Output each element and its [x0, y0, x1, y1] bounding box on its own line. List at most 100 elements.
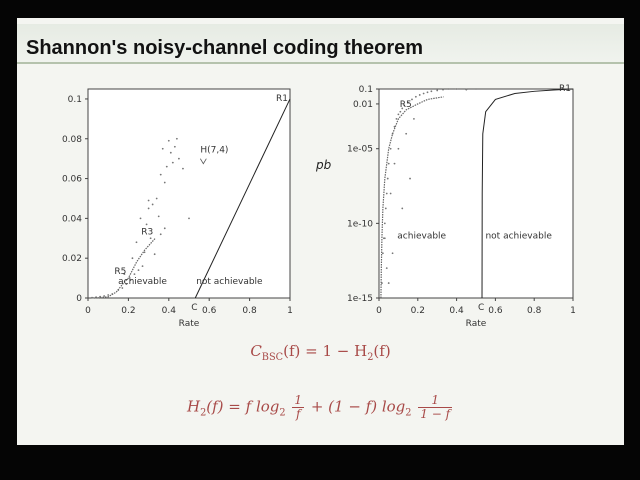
chart-left-scatter-point [155, 197, 158, 200]
entropy-num2: 1 [431, 393, 439, 407]
chart-right-scatter-point [385, 267, 388, 270]
chart-left-scatter-point [107, 294, 110, 296]
chart-right-scatter-point [426, 91, 429, 94]
chart-left-scatter-point [159, 233, 162, 236]
chart-right-scatter-point [475, 88, 477, 90]
chart-right-scatter-point [397, 113, 400, 116]
chart-right-scatter-point [383, 237, 386, 240]
chart-left-xlabel: Rate [179, 319, 200, 329]
entropy-mid2: + (1 − f) log [306, 397, 406, 416]
title-rule [17, 62, 624, 64]
chart-right-scatter-point [389, 147, 392, 150]
chart-left-scatter-point [147, 207, 150, 210]
chart-left-xtick-label: 0.6 [202, 306, 217, 316]
title-bar: Shannon's noisy-channel coding theorem [17, 24, 624, 62]
chart-right-scatter-point [385, 192, 388, 195]
capacity-lhs: C [250, 342, 262, 360]
chart-left-point-label: R5 [114, 267, 126, 277]
chart-right-scatter-point [436, 89, 439, 92]
chart-left-region-label: not achievable [196, 277, 263, 287]
chart-left-scatter-point [169, 151, 172, 154]
chart-left-scatter-point [188, 217, 190, 220]
chart-left-scatter-point [133, 273, 136, 276]
entropy-den2: 1 − f [418, 407, 453, 422]
chart-right-scatter-point [403, 104, 406, 107]
chart-left-scatter-point [135, 241, 138, 244]
chart-right-shannon-limit-line [481, 88, 574, 299]
chart-left-scatter-point [163, 181, 166, 184]
chart-left-scatter-point [137, 269, 140, 272]
chart-right-scatter-point [387, 162, 390, 165]
chart-left-scatter-point [157, 215, 160, 218]
chart-right-ylabel: pb [315, 158, 332, 172]
chart-left-xtick-label: 0.8 [242, 306, 257, 316]
chart-right-xtick-label: 0.8 [527, 306, 542, 316]
chart-right-xtick-label: 0 [376, 306, 382, 316]
chart-right-scatter-point [442, 88, 444, 91]
chart-left-scatter-point [178, 157, 180, 160]
chart-right-scatter-point [411, 98, 413, 101]
chart-right-xtick-label: 0.2 [411, 306, 425, 316]
slide: Shannon's noisy-channel coding theorem 0… [17, 18, 624, 445]
chart-left-scatter-point [153, 253, 156, 256]
chart-right-scatter-point [401, 207, 404, 210]
chart-left-point-label: R1 [276, 94, 288, 104]
chart-left-scatter-point [147, 199, 150, 202]
chart-right-point-label: R5 [400, 100, 412, 110]
chart-left-ytick-label: 0.06 [62, 175, 82, 185]
entropy-mid1: (f) = f log [206, 397, 280, 416]
chart-right-scatter-point [401, 107, 404, 110]
chart-right-scatter-point [393, 162, 396, 165]
entropy-den1: f [292, 407, 305, 421]
chart-left-scatter-point [173, 145, 176, 148]
chart-right-scatter-point [414, 95, 417, 98]
chart-left-xtick-label: 0.2 [121, 306, 135, 316]
chart-left-capacity-label: C [191, 303, 197, 313]
chart-right-scatter-point [409, 177, 411, 180]
chart-left-repetition-curve [90, 237, 156, 299]
chart-left-xtick-label: 0.4 [162, 306, 177, 316]
chart-right-scatter-point [413, 117, 415, 120]
chart-left-scatter-point [159, 173, 162, 176]
chart-right-region-label: not achievable [485, 231, 552, 241]
chart-right-xlabel: Rate [466, 319, 487, 329]
entropy-sub3: 2 [405, 407, 412, 419]
chart-left-scatter-point [163, 227, 166, 230]
chart-left-scatter-point [103, 295, 106, 297]
chart-linear-error-vs-rate: 0 0.2 0.4 0.6 0.8 100.020.040.060.080.1RateCR… [62, 84, 576, 329]
chart-left-scatter-point [149, 237, 152, 240]
chart-right-ytick-label: 1e-05 [347, 145, 373, 155]
chart-right-scatter-point [418, 94, 421, 96]
chart-right-xtick-label: 0.6 [488, 306, 503, 316]
chart-left-ytick-label: 0 [76, 294, 82, 304]
chart-left-ytick-label: 0.08 [62, 135, 82, 145]
chart-right-scatter-point [447, 88, 450, 90]
chart-right-capacity-label: C [478, 303, 484, 313]
chart-left-scatter-point [139, 217, 142, 220]
chart-left-scatter-point [131, 257, 134, 260]
capacity-end: (f) [373, 342, 391, 360]
chart-right-ytick-label: 1e-10 [347, 219, 373, 229]
capacity-rest: (f) = 1 − H [283, 342, 368, 360]
chart-right-scatter-point [381, 252, 384, 255]
chart-left-scatter-point [123, 273, 126, 276]
chart-right-scatter-point [465, 88, 468, 91]
capacity-sub: BSC [261, 352, 284, 363]
chart-right-scatter-point [422, 92, 425, 95]
chart-right-xtick-label: 1 [570, 306, 576, 316]
chart-left-scatter-point [129, 279, 132, 281]
entropy-lhs: H [186, 397, 201, 416]
chart-left-ytick-label: 0.04 [62, 214, 82, 224]
chart-right-scatter-point [395, 117, 398, 120]
chart-left-scatter-point [145, 223, 148, 226]
chart-right-region-label: achievable [397, 231, 446, 241]
chart-left-hamming-marker [199, 158, 207, 165]
chart-left-point-label: R3 [141, 227, 153, 237]
chart-left-xtick-label: 0 [85, 306, 91, 316]
chart-right-scatter-point [384, 207, 387, 210]
chart-left-scatter-point [175, 137, 178, 140]
chart-right-scatter-point [455, 88, 458, 90]
